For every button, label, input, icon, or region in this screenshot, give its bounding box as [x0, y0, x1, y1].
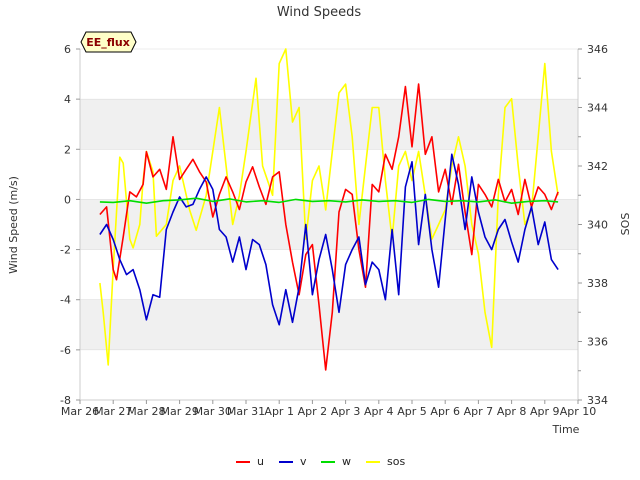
legend-label-u: u — [257, 455, 264, 468]
series-line-w — [99, 197, 559, 204]
x-axis-title: Time — [552, 423, 580, 436]
x-tick-label: Apr 1 — [264, 405, 294, 418]
y2-tick-label: 336 — [587, 336, 608, 349]
y2-tick-label: 334 — [587, 394, 608, 407]
x-tick-label: Apr 6 — [430, 405, 460, 418]
x-tick-label: Mar 31 — [227, 405, 265, 418]
y-tick-label: -6 — [60, 344, 71, 357]
legend-label-sos: sos — [387, 455, 405, 468]
x-tick-label: Mar 29 — [160, 405, 198, 418]
y-tick-label: -4 — [60, 294, 71, 307]
series-line-v — [99, 153, 559, 326]
x-tick-label: Apr 8 — [497, 405, 527, 418]
series-line-u — [99, 83, 559, 371]
y-tick-label: -8 — [60, 394, 71, 407]
right-y-axis-ticks: 334 336 338 340 342 344 346 — [578, 43, 608, 407]
y2-tick-label: 342 — [587, 160, 608, 173]
y2-tick-label: 338 — [587, 277, 608, 290]
y2-tick-label: 344 — [587, 102, 608, 115]
x-tick-label: Apr 9 — [530, 405, 560, 418]
grid-band — [80, 99, 578, 150]
y-axis-title: Wind Speed (m/s) — [7, 176, 20, 274]
ee-flux-badge: EE_flux — [80, 31, 137, 53]
y-tick-label: 0 — [64, 193, 71, 206]
legend-label-w: w — [342, 455, 351, 468]
legend-label-v: v — [300, 455, 307, 468]
x-tick-label: Apr 2 — [298, 405, 328, 418]
y-tick-label: -2 — [60, 244, 71, 257]
x-tick-label: Mar 26 — [61, 405, 99, 418]
x-tick-label: Apr 4 — [364, 405, 394, 418]
x-tick-label: Mar 28 — [127, 405, 165, 418]
plot-background-bands — [80, 99, 578, 350]
left-y-axis-ticks: -8 -6 -4 -2 0 2 4 6 — [60, 43, 80, 407]
y-tick-label: 4 — [64, 93, 71, 106]
y2-tick-label: 340 — [587, 219, 608, 232]
x-tick-label: Apr 5 — [397, 405, 427, 418]
series-line-sos — [99, 48, 559, 366]
x-tick-label: Apr 10 — [560, 405, 597, 418]
series-lines — [99, 48, 559, 371]
chart-title: Wind Speeds — [277, 5, 362, 20]
y-tick-label: 6 — [64, 43, 71, 56]
legend: u v w sos — [236, 455, 405, 468]
y2-axis-title: SOS — [619, 213, 632, 236]
y2-tick-label: 346 — [587, 43, 608, 56]
x-tick-label: Apr 7 — [464, 405, 494, 418]
badge-label: EE_flux — [86, 36, 130, 49]
badge-shape — [80, 31, 137, 53]
x-tick-label: Mar 30 — [194, 405, 232, 418]
y-tick-label: 2 — [64, 143, 71, 156]
x-tick-label: Mar 27 — [94, 405, 132, 418]
x-tick-label: Apr 3 — [331, 405, 361, 418]
